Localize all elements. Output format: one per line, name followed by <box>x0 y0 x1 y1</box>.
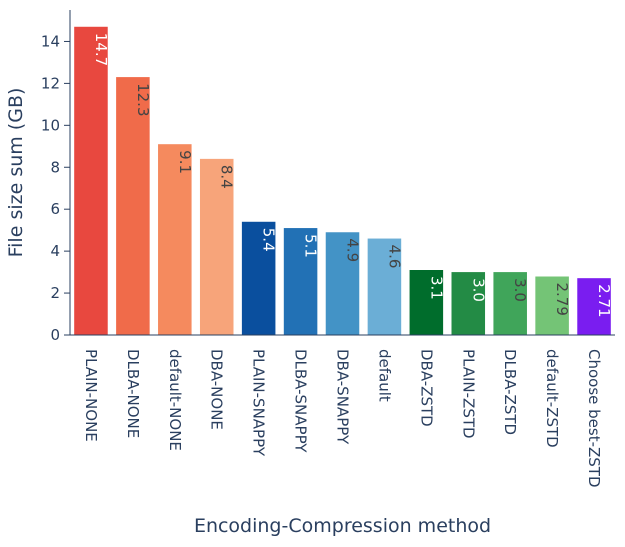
x-tick-label: PLAIN-SNAPPY <box>250 349 268 457</box>
bar-dlba-snappy <box>283 228 318 335</box>
x-axis-tick-labels: PLAIN-NONE DLBA-NONE default-NONE DBA-NONE P… <box>82 349 603 488</box>
y-tick-label: 10 <box>41 116 60 134</box>
bar-value-label: 4.6 <box>385 245 403 269</box>
bar-plain-snappy <box>241 221 276 335</box>
bar-value-labels: 14.7 12.3 9.1 8.4 5.4 5.1 4.9 4.6 3.1 3.0 3.0 2.79 2… <box>92 33 613 318</box>
x-tick-label: PLAIN-NONE <box>82 349 100 442</box>
bar-value-label: 3.1 <box>427 276 445 300</box>
bar-value-label: 5.1 <box>302 234 320 258</box>
bar-value-label: 2.71 <box>595 284 613 317</box>
y-tick-label: 4 <box>50 242 60 260</box>
bar-plain-zstd <box>451 272 486 335</box>
x-tick-label: PLAIN-ZSTD <box>459 349 477 439</box>
bar-value-label: 3.0 <box>511 278 529 302</box>
bar-value-label: 8.4 <box>218 165 236 189</box>
x-tick-label: DBA-NONE <box>208 349 226 430</box>
bar-dba-snappy <box>325 232 360 335</box>
x-tick-label: DLBA-ZSTD <box>501 349 519 435</box>
bars <box>74 26 611 335</box>
x-tick-label: DLBA-NONE <box>124 349 142 438</box>
bar-dba-none <box>199 158 234 335</box>
bar-default-none <box>158 144 192 335</box>
x-tick-label: Choose best-ZSTD <box>585 349 603 488</box>
bar-value-label: 14.7 <box>92 33 110 66</box>
x-tick-label: DLBA-SNAPPY <box>292 349 310 453</box>
x-tick-label: default-NONE <box>166 349 184 451</box>
x-tick-label: default-ZSTD <box>543 349 561 448</box>
bar-value-label: 12.3 <box>134 83 152 116</box>
y-axis-ticks: 0 2 4 6 8 10 12 14 <box>41 32 70 344</box>
bar-value-label: 4.9 <box>344 238 362 262</box>
x-tick-label: DBA-SNAPPY <box>334 349 352 445</box>
bar-plain-none <box>74 26 108 335</box>
bar-value-label: 2.79 <box>553 283 571 316</box>
y-tick-label: 2 <box>50 284 60 302</box>
bar-default-zstd <box>535 276 569 335</box>
x-tick-label: default <box>375 349 393 402</box>
x-tick-label: DBA-ZSTD <box>417 349 435 427</box>
x-axis-title: Encoding-Compression method <box>194 515 491 537</box>
y-tick-label: 8 <box>50 158 60 176</box>
bar-dlba-zstd <box>493 272 527 335</box>
y-tick-label: 6 <box>50 200 60 218</box>
bar-dlba-none <box>116 77 150 335</box>
bar-value-label: 3.0 <box>469 278 487 302</box>
y-axis-title: File size sum (GB) <box>5 88 27 258</box>
y-tick-label: 14 <box>41 32 60 50</box>
bar-default <box>367 238 402 335</box>
bar-value-label: 5.4 <box>260 228 278 252</box>
y-tick-label: 0 <box>50 326 60 344</box>
y-tick-label: 12 <box>41 74 60 92</box>
bar-value-label: 9.1 <box>176 150 194 174</box>
bar-choose-best-zstd <box>577 278 611 335</box>
bar-dba-zstd <box>409 270 444 335</box>
